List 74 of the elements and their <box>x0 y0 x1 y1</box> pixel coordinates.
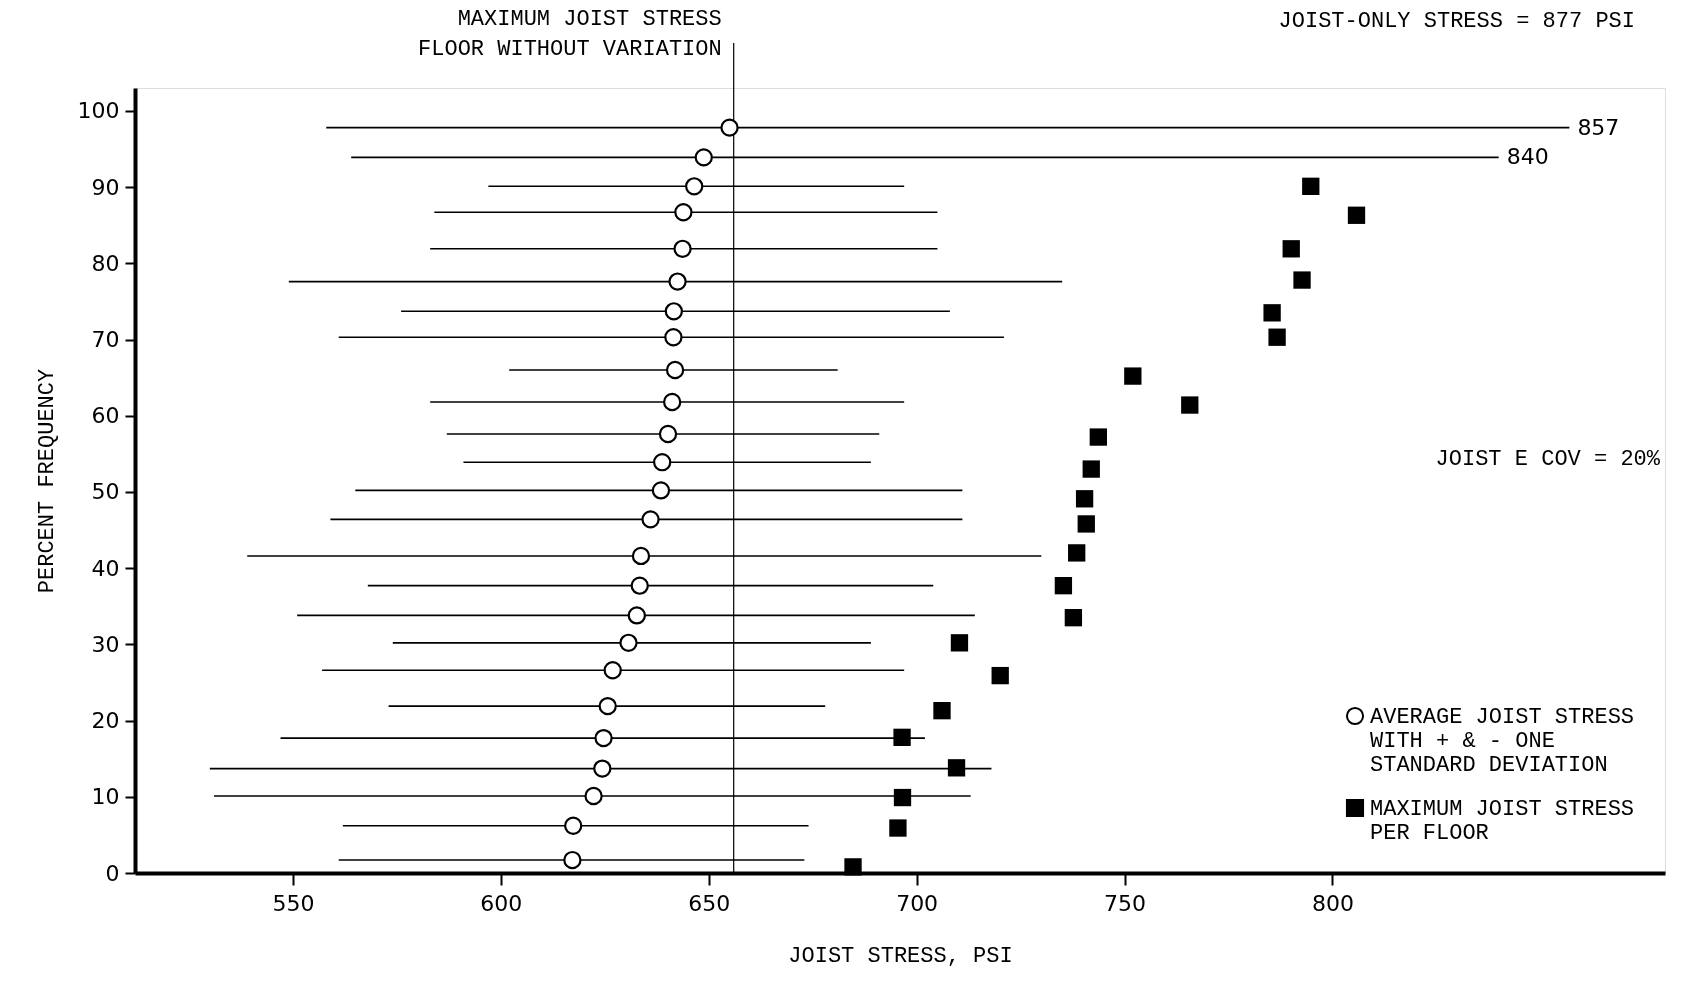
y-tick-label: 100 <box>77 98 120 124</box>
point <box>1075 490 1094 508</box>
point <box>991 666 1009 685</box>
y-axis-title: PERCENT FREQUENCY <box>34 368 60 594</box>
y-tick-label: 80 <box>91 250 120 276</box>
point <box>1064 609 1083 627</box>
point <box>893 728 911 746</box>
point <box>674 203 693 222</box>
x-axis-title: JOIST STRESS, PSI <box>788 943 1013 969</box>
point <box>627 606 646 625</box>
point <box>893 788 912 807</box>
y-tick-label: 20 <box>91 708 120 734</box>
y-tick-label: 10 <box>91 784 120 810</box>
x-tick-label: 700 <box>896 890 939 916</box>
point <box>584 786 603 806</box>
point <box>653 453 672 472</box>
y-tick-label: 70 <box>91 327 120 352</box>
point <box>1181 396 1199 414</box>
point <box>564 816 583 835</box>
point <box>651 481 671 500</box>
text: JOIST-ONLY STRESS = 877 PSI <box>1278 9 1635 34</box>
point <box>1077 515 1095 533</box>
point <box>563 850 582 870</box>
x-tick-label: 650 <box>688 890 731 916</box>
point <box>603 661 622 680</box>
point <box>594 728 613 748</box>
y-tick-label: 30 <box>91 631 120 657</box>
point <box>1263 304 1281 322</box>
y-tick-label: 90 <box>91 174 120 200</box>
point <box>664 302 683 321</box>
x-tick-label: 750 <box>1104 890 1147 916</box>
point <box>694 148 713 167</box>
point <box>1302 177 1320 195</box>
point <box>665 360 685 380</box>
point <box>593 759 612 778</box>
point <box>1068 544 1086 562</box>
point <box>933 702 951 720</box>
point <box>950 634 969 652</box>
point <box>1268 328 1286 346</box>
legend-label: MAXIMUM JOIST STRESS PER FLOOR <box>1370 797 1635 846</box>
point <box>619 633 638 652</box>
point <box>1124 367 1142 385</box>
point <box>598 696 617 716</box>
legend-label: AVERAGE JOIST STRESS WITH + & - ONE STANDARD DEVIATION <box>1370 705 1635 778</box>
annotation: JOIST E COV = 20% <box>1435 447 1661 472</box>
point <box>663 392 682 412</box>
point <box>1082 460 1100 478</box>
point <box>631 546 651 566</box>
x-tick-label: 600 <box>480 890 523 916</box>
annotation: 857 <box>1577 114 1620 140</box>
y-tick-label: 60 <box>91 403 120 429</box>
point <box>720 118 739 137</box>
point <box>658 424 678 444</box>
point <box>641 510 660 529</box>
point <box>1089 428 1107 446</box>
point <box>1347 206 1366 224</box>
point <box>630 576 649 595</box>
y-tick-label: 0 <box>105 860 120 886</box>
x-tick-label: 800 <box>1311 890 1354 916</box>
y-tick-label: 50 <box>91 479 120 505</box>
point <box>1282 240 1300 258</box>
point <box>668 272 687 291</box>
point <box>673 239 692 258</box>
ref-line-label: MAXIMUM JOIST STRESS FLOOR WITHOUT VARIATION <box>418 7 722 62</box>
x-tick-label: 550 <box>272 890 315 916</box>
annotation: 840 <box>1506 144 1549 170</box>
point <box>844 858 862 876</box>
point <box>947 759 966 777</box>
y-tick-label: 40 <box>91 555 120 581</box>
point <box>664 328 683 347</box>
point <box>889 819 907 837</box>
point <box>685 177 704 196</box>
point <box>1293 271 1311 289</box>
point <box>1054 577 1073 595</box>
